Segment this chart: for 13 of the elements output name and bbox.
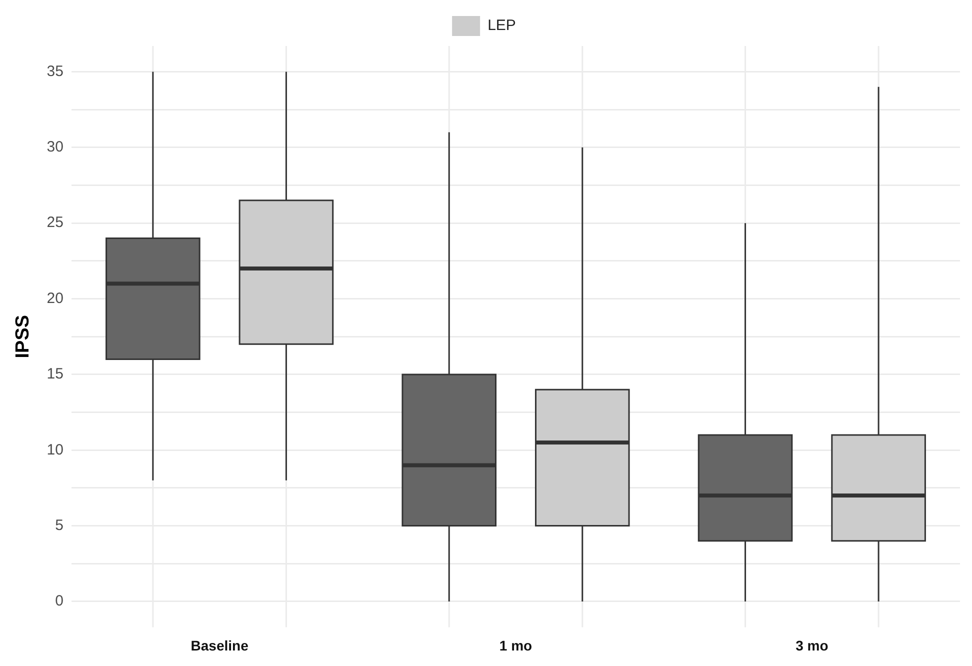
y-tick-label: 30 <box>46 138 64 156</box>
y-tick-label: 0 <box>55 592 64 610</box>
y-tick-label: 10 <box>46 441 64 458</box>
y-axis-title: IPSS <box>12 314 34 358</box>
y-tick-label: 25 <box>46 214 64 232</box>
y-tick-label: 20 <box>46 290 64 307</box>
y-tick-label: 15 <box>46 366 64 383</box>
x-tick-label: Baseline <box>190 637 249 654</box>
y-tick-label: 5 <box>55 516 64 534</box>
x-tick-label: 3 mo <box>796 637 828 654</box>
x-tick-label: 1 mo <box>499 637 532 654</box>
legend-label: LEP <box>488 17 516 34</box>
y-tick-label: 35 <box>46 62 64 80</box>
